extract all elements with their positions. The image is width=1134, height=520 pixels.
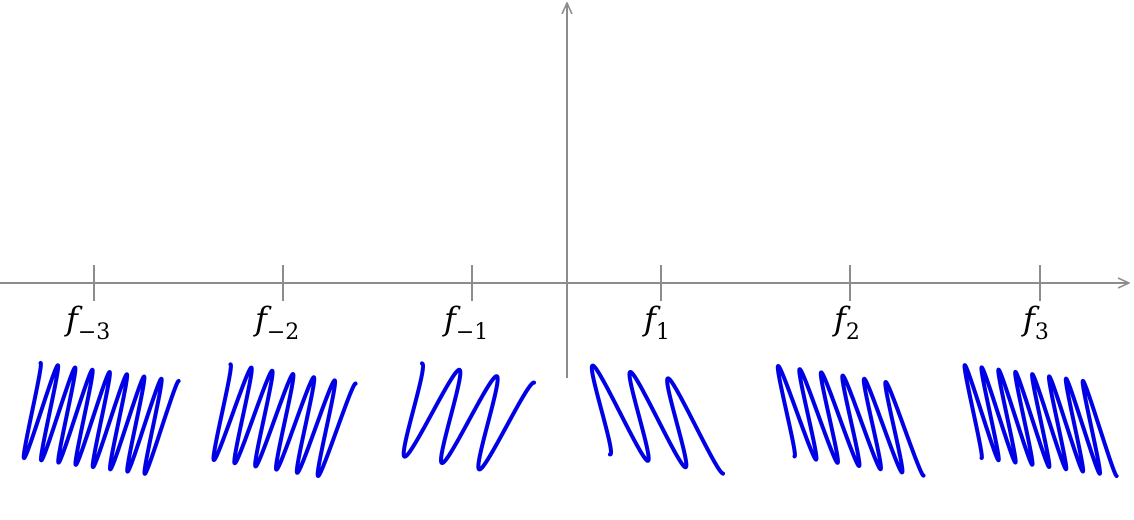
- label-f-minus-3: f−3: [64, 300, 110, 345]
- spring-f-minus-1: [401, 361, 536, 472]
- label-f-minus-2: f−2: [253, 300, 299, 345]
- label-f-1: f1: [642, 300, 670, 345]
- spring-f-minus-3: [21, 361, 181, 476]
- spring-f-minus-2: [211, 362, 358, 478]
- label-f-2: f2: [832, 300, 860, 345]
- ticks: [93, 265, 1041, 301]
- spring-f-1: [589, 363, 725, 476]
- label-f-minus-1: f−1: [442, 300, 488, 345]
- frequency-labels: f−3 f−2 f−1 f1 f2 f3: [64, 300, 1049, 345]
- label-f-3: f3: [1021, 300, 1049, 345]
- spring-f-2: [775, 364, 926, 478]
- spring-f-3: [962, 363, 1119, 478]
- springs: [21, 361, 1119, 478]
